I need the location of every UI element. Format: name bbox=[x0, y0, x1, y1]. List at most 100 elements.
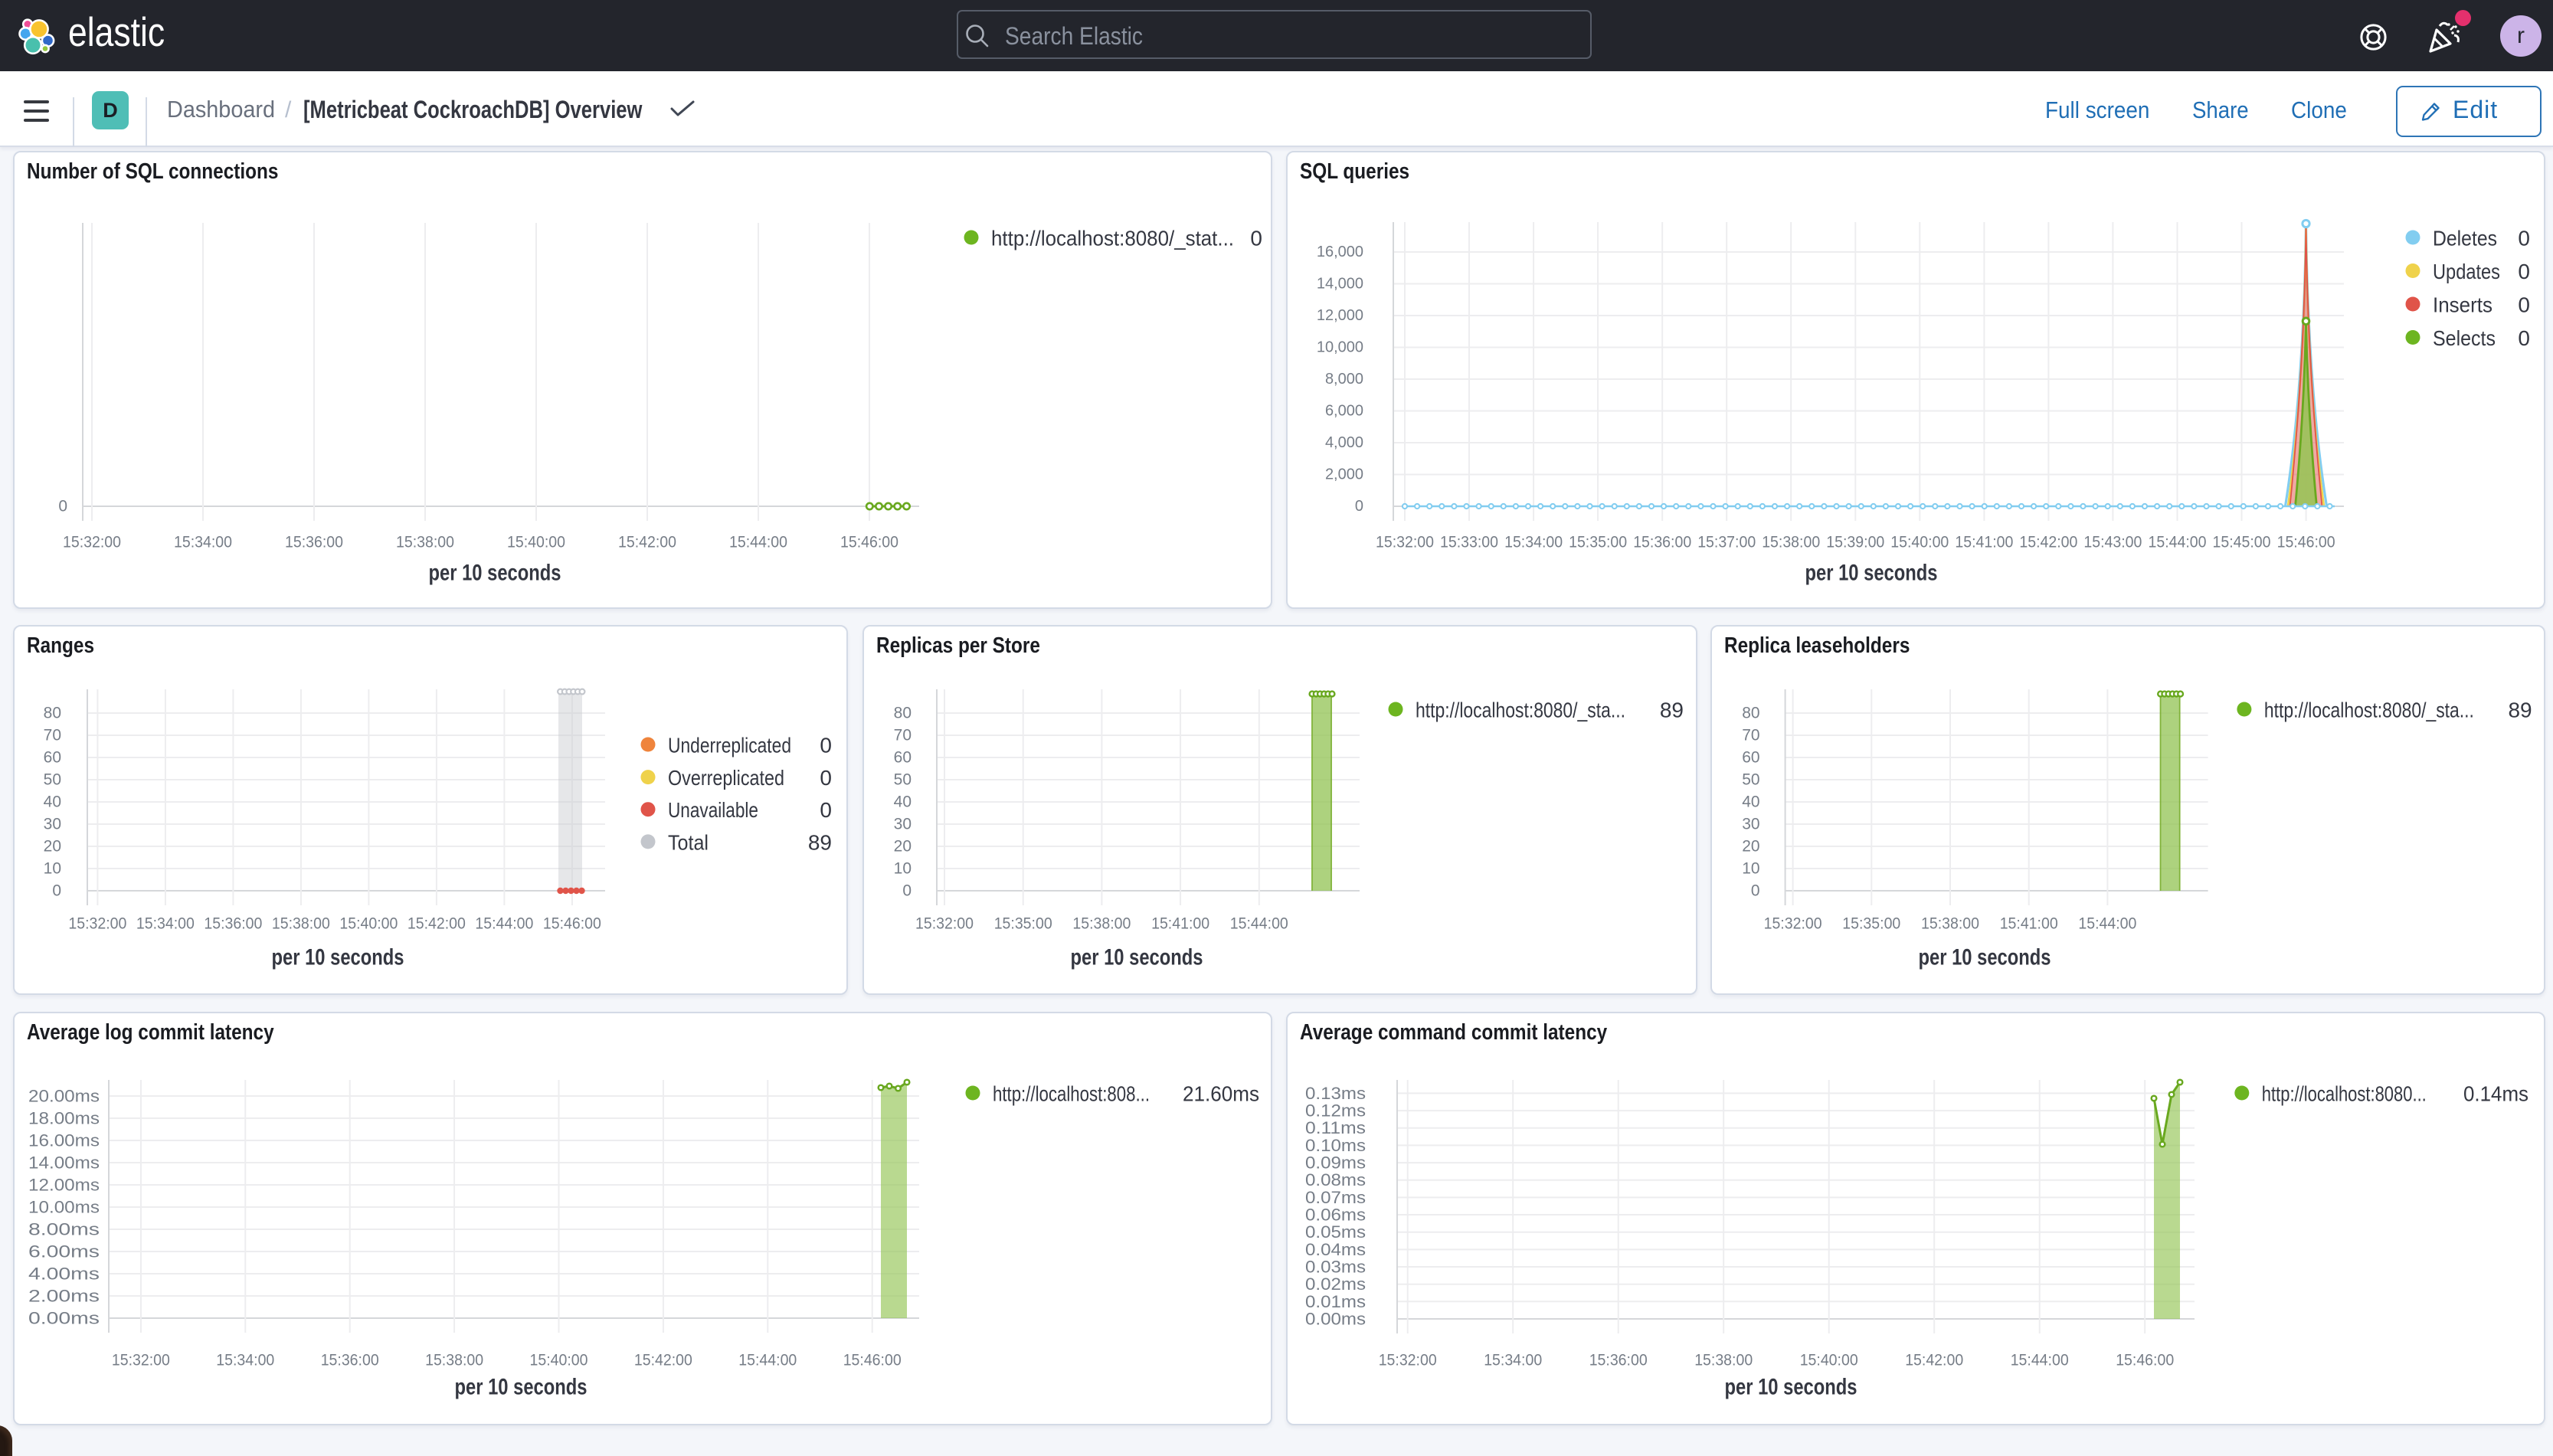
svg-text:0: 0 bbox=[58, 498, 67, 515]
svg-text:0: 0 bbox=[902, 882, 912, 900]
svg-text:15:42:00: 15:42:00 bbox=[407, 915, 466, 933]
svg-text:60: 60 bbox=[44, 749, 61, 767]
svg-text:15:41:00: 15:41:00 bbox=[1151, 915, 1209, 933]
svg-text:4,000: 4,000 bbox=[1325, 434, 1363, 451]
svg-text:Inserts: Inserts bbox=[2433, 293, 2492, 317]
svg-text:30: 30 bbox=[894, 816, 912, 833]
svg-text:18.00ms: 18.00ms bbox=[28, 1109, 100, 1128]
svg-text:0.07ms: 0.07ms bbox=[1305, 1188, 1366, 1207]
svg-text:50: 50 bbox=[1742, 771, 1759, 789]
svg-text:15:44:00: 15:44:00 bbox=[738, 1352, 797, 1369]
svg-text:15:36:00: 15:36:00 bbox=[1589, 1352, 1648, 1369]
svg-text:70: 70 bbox=[44, 727, 61, 744]
svg-text:15:40:00: 15:40:00 bbox=[1800, 1352, 1858, 1369]
svg-text:30: 30 bbox=[44, 816, 61, 833]
svg-text:15:36:00: 15:36:00 bbox=[321, 1352, 379, 1369]
svg-text:15:35:00: 15:35:00 bbox=[1569, 534, 1627, 551]
svg-text:15:36:00: 15:36:00 bbox=[1633, 534, 1691, 551]
svg-text:http://localhost:8080/_stat...: http://localhost:8080/_stat... bbox=[991, 227, 1234, 250]
svg-text:15:41:00: 15:41:00 bbox=[1955, 534, 2013, 551]
svg-text:12,000: 12,000 bbox=[1317, 307, 1363, 324]
svg-text:15:38:00: 15:38:00 bbox=[1694, 1352, 1753, 1369]
svg-text:per 10 seconds: per 10 seconds bbox=[455, 1375, 588, 1400]
svg-text:Overreplicated: Overreplicated bbox=[668, 766, 784, 790]
svg-text:6.00ms: 6.00ms bbox=[28, 1242, 100, 1261]
svg-text:0.05ms: 0.05ms bbox=[1305, 1222, 1366, 1242]
svg-text:0.08ms: 0.08ms bbox=[1305, 1170, 1366, 1189]
svg-text:60: 60 bbox=[1742, 749, 1759, 767]
svg-text:10,000: 10,000 bbox=[1317, 339, 1363, 356]
svg-text:Unavailable: Unavailable bbox=[668, 798, 758, 822]
svg-text:0.13ms: 0.13ms bbox=[1305, 1084, 1366, 1103]
svg-text:80: 80 bbox=[894, 705, 912, 722]
svg-text:0.09ms: 0.09ms bbox=[1305, 1153, 1366, 1173]
svg-text:8.00ms: 8.00ms bbox=[28, 1220, 100, 1239]
svg-text:per 10 seconds: per 10 seconds bbox=[1805, 561, 1938, 586]
svg-text:15:38:00: 15:38:00 bbox=[1072, 915, 1131, 933]
svg-text:40: 40 bbox=[1742, 793, 1759, 811]
svg-text:per 10 seconds: per 10 seconds bbox=[1071, 945, 1203, 970]
svg-text:50: 50 bbox=[894, 771, 912, 789]
svg-text:Updates: Updates bbox=[2433, 260, 2500, 283]
svg-text:0.04ms: 0.04ms bbox=[1305, 1240, 1366, 1259]
svg-text:40: 40 bbox=[894, 793, 912, 811]
svg-text:20.00ms: 20.00ms bbox=[28, 1087, 100, 1106]
svg-text:0: 0 bbox=[1250, 227, 1262, 250]
svg-text:0.00ms: 0.00ms bbox=[1305, 1310, 1366, 1329]
svg-text:15:36:00: 15:36:00 bbox=[204, 915, 262, 933]
svg-text:60: 60 bbox=[894, 749, 912, 767]
svg-text:Deletes: Deletes bbox=[2433, 227, 2497, 250]
svg-text:15:38:00: 15:38:00 bbox=[1762, 534, 1820, 551]
svg-text:0.12ms: 0.12ms bbox=[1305, 1101, 1366, 1121]
svg-text:8,000: 8,000 bbox=[1325, 371, 1363, 388]
svg-text:http://localhost:808...: http://localhost:808... bbox=[993, 1082, 1150, 1106]
svg-text:15:44:00: 15:44:00 bbox=[2011, 1352, 2069, 1369]
svg-text:15:32:00: 15:32:00 bbox=[1764, 915, 1822, 933]
svg-text:0: 0 bbox=[52, 882, 61, 900]
svg-text:2.00ms: 2.00ms bbox=[28, 1287, 100, 1306]
svg-text:40: 40 bbox=[44, 793, 61, 811]
svg-text:15:38:00: 15:38:00 bbox=[272, 915, 330, 933]
svg-text:15:38:00: 15:38:00 bbox=[425, 1352, 483, 1369]
svg-text:20: 20 bbox=[894, 838, 912, 856]
svg-text:15:34:00: 15:34:00 bbox=[136, 915, 195, 933]
svg-text:0.14ms: 0.14ms bbox=[2463, 1082, 2528, 1106]
svg-text:http://localhost:8080...: http://localhost:8080... bbox=[2262, 1082, 2427, 1106]
svg-text:15:33:00: 15:33:00 bbox=[1440, 534, 1498, 551]
svg-text:10: 10 bbox=[1742, 860, 1759, 878]
svg-text:70: 70 bbox=[894, 727, 912, 744]
svg-text:0.06ms: 0.06ms bbox=[1305, 1206, 1366, 1225]
svg-text:per 10 seconds: per 10 seconds bbox=[429, 561, 561, 586]
svg-text:15:45:00: 15:45:00 bbox=[2213, 534, 2271, 551]
svg-text:per 10 seconds: per 10 seconds bbox=[1725, 1375, 1857, 1400]
svg-text:15:36:00: 15:36:00 bbox=[285, 534, 343, 551]
svg-text:15:41:00: 15:41:00 bbox=[2000, 915, 2058, 933]
svg-text:http://localhost:8080/_sta...: http://localhost:8080/_sta... bbox=[1416, 699, 1625, 722]
svg-text:15:38:00: 15:38:00 bbox=[1921, 915, 1979, 933]
svg-text:0: 0 bbox=[820, 766, 832, 790]
svg-text:16,000: 16,000 bbox=[1317, 244, 1363, 260]
svg-text:15:39:00: 15:39:00 bbox=[1826, 534, 1884, 551]
svg-text:15:32:00: 15:32:00 bbox=[112, 1352, 170, 1369]
svg-text:15:34:00: 15:34:00 bbox=[216, 1352, 274, 1369]
svg-text:0: 0 bbox=[2518, 260, 2530, 283]
svg-text:15:34:00: 15:34:00 bbox=[1504, 534, 1563, 551]
svg-text:15:37:00: 15:37:00 bbox=[1697, 534, 1756, 551]
svg-text:15:44:00: 15:44:00 bbox=[2078, 915, 2136, 933]
svg-text:20: 20 bbox=[1742, 838, 1759, 856]
svg-text:21.60ms: 21.60ms bbox=[1183, 1082, 1259, 1106]
svg-text:30: 30 bbox=[1742, 816, 1759, 833]
svg-text:0.03ms: 0.03ms bbox=[1305, 1258, 1366, 1277]
svg-text:15:35:00: 15:35:00 bbox=[994, 915, 1052, 933]
svg-text:15:46:00: 15:46:00 bbox=[2277, 534, 2335, 551]
svg-text:15:42:00: 15:42:00 bbox=[2019, 534, 2077, 551]
svg-text:15:35:00: 15:35:00 bbox=[1842, 915, 1900, 933]
svg-text:0: 0 bbox=[820, 734, 832, 757]
svg-text:15:44:00: 15:44:00 bbox=[729, 534, 787, 551]
svg-text:0: 0 bbox=[2518, 326, 2530, 350]
svg-text:15:42:00: 15:42:00 bbox=[1905, 1352, 1963, 1369]
svg-text:15:34:00: 15:34:00 bbox=[174, 534, 232, 551]
svg-text:12.00ms: 12.00ms bbox=[28, 1176, 100, 1195]
svg-text:10: 10 bbox=[44, 860, 61, 878]
svg-text:15:34:00: 15:34:00 bbox=[1484, 1352, 1542, 1369]
